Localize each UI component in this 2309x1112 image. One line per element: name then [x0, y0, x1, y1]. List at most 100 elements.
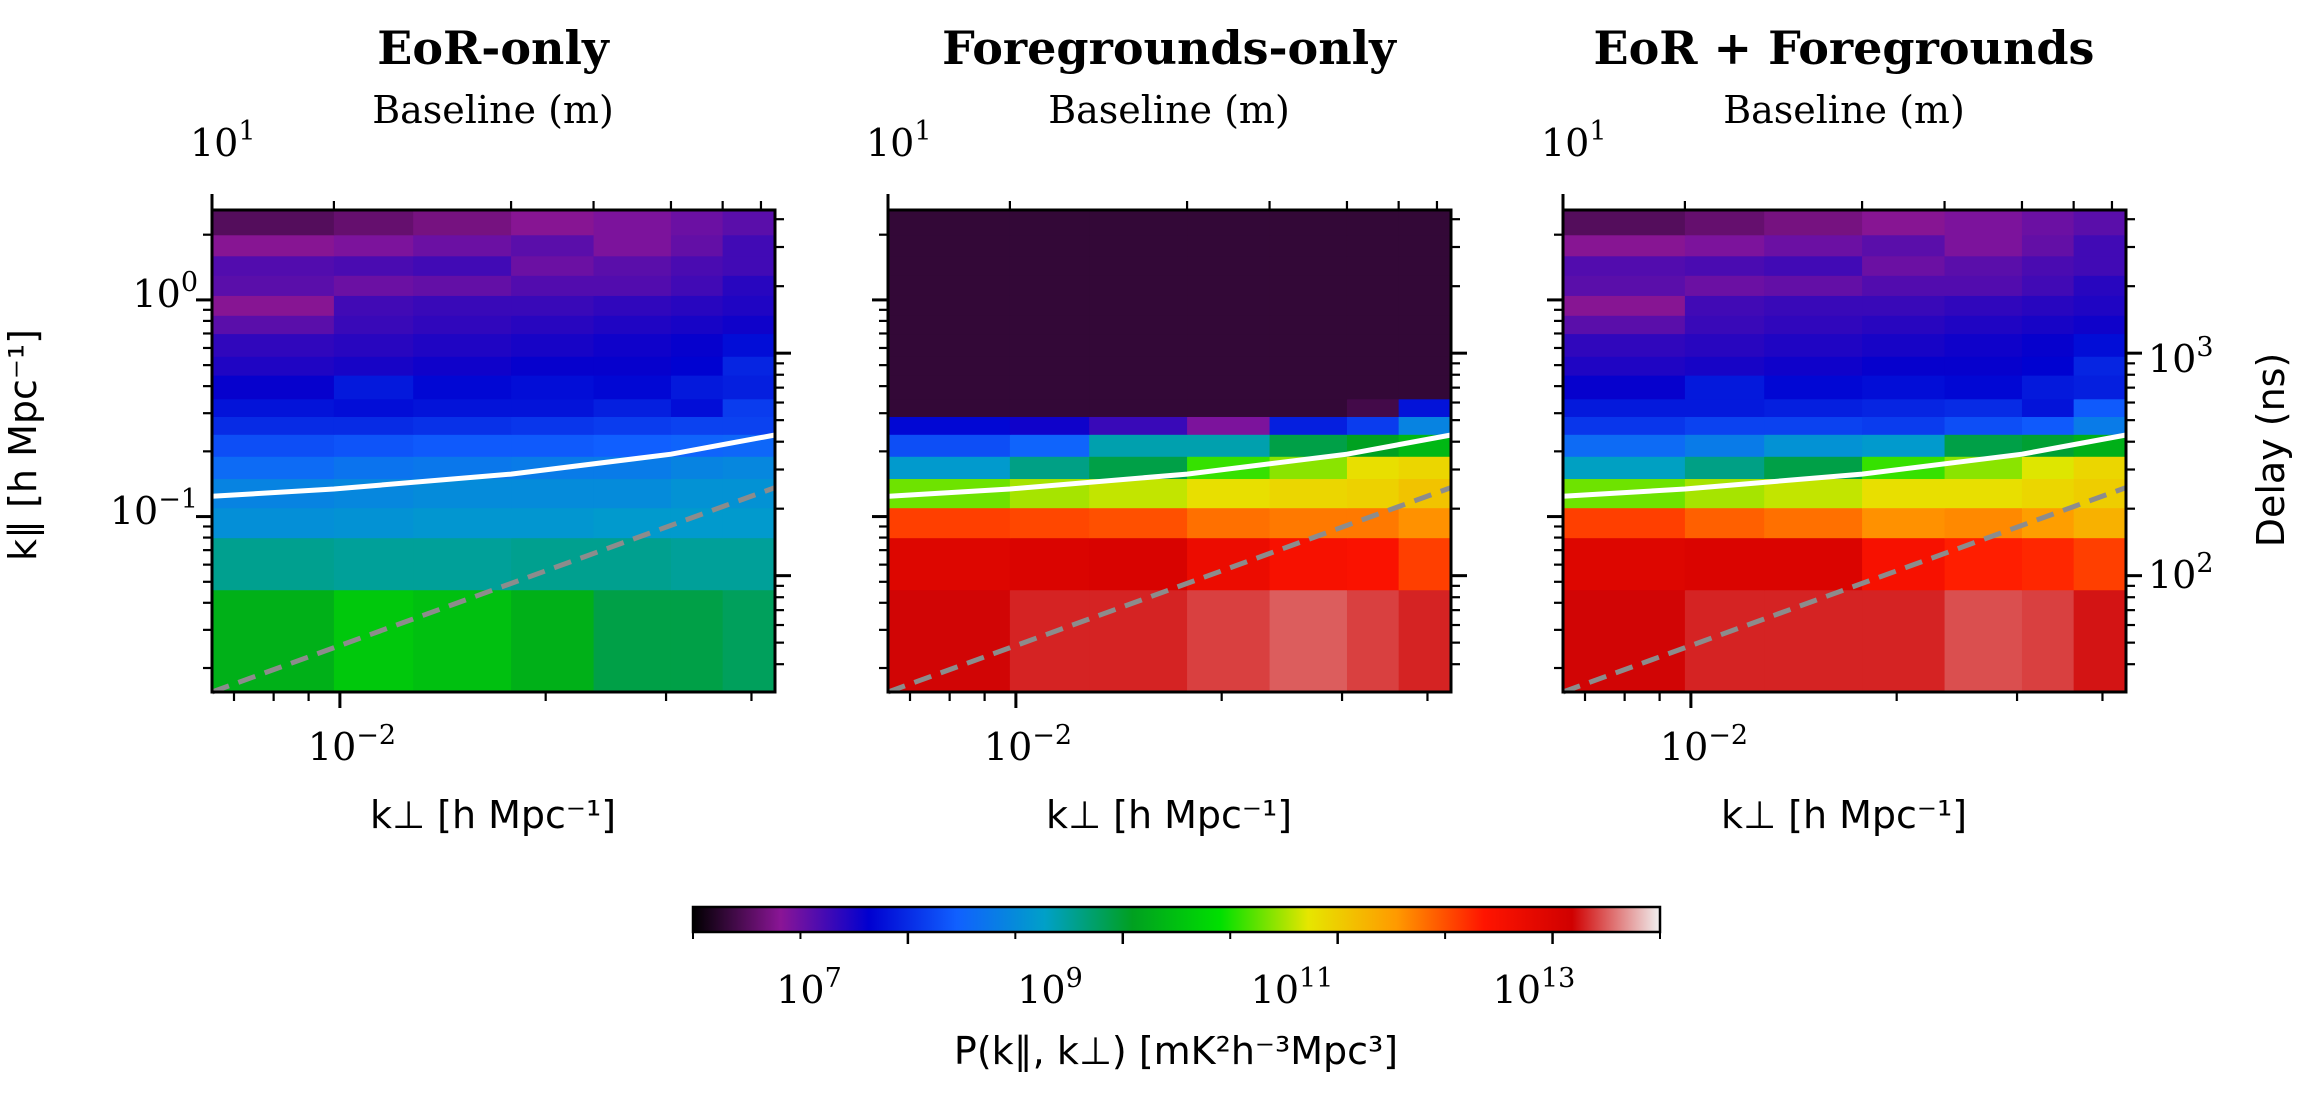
colorbar-tick-label: 1011 [1251, 963, 1334, 1012]
heatmap-cell [1187, 537, 1271, 591]
heatmap-cell [333, 375, 414, 400]
heatmap-cell [212, 375, 335, 400]
heatmap-cell [593, 434, 672, 457]
axis-ticks [196, 194, 791, 708]
heatmap-cell [670, 356, 724, 376]
heatmap-cell [212, 255, 335, 276]
top-axis-label: Baseline (m) [372, 88, 614, 132]
heatmap-cell [1269, 398, 1348, 417]
heatmap-cell [593, 416, 672, 435]
heatmap-cell [413, 537, 512, 591]
heatmap-cell [670, 507, 724, 539]
heatmap-cell [1764, 398, 1863, 417]
colorbar-label: P(k∥, k⊥) [mK²h⁻³Mpc³] [954, 1029, 1398, 1073]
heatmap-cell [1269, 589, 1348, 693]
heatmap-cell [333, 210, 414, 236]
heatmap-cell [2021, 255, 2075, 276]
heatmap-cell [1563, 234, 1686, 257]
heatmap-cell [1089, 537, 1188, 591]
heatmap-cell [1089, 375, 1188, 400]
heatmap-cell [1346, 537, 1400, 591]
heatmap-cell [1187, 507, 1271, 539]
heatmap-cell [1009, 507, 1090, 539]
heatmap-cell [1187, 210, 1271, 236]
heatmap-cell [722, 478, 776, 509]
heatmap-cell [722, 398, 776, 417]
heatmap-cell [212, 507, 335, 539]
heatmap-cell [413, 210, 512, 236]
heatmap-cell [1944, 234, 2023, 257]
heatmap-cell [1009, 375, 1090, 400]
heatmap-cell [593, 478, 672, 509]
heatmap-cell [1187, 234, 1271, 257]
heatmap-cell [1269, 315, 1348, 335]
top-axis-tick-label: 101 [866, 116, 932, 165]
heatmap-cell [670, 589, 724, 693]
heatmap-cell [333, 234, 414, 257]
heatmap-cell [1009, 255, 1090, 276]
heatmap-cell [1346, 416, 1400, 435]
heatmap-cell [511, 398, 595, 417]
heatmap-cell [722, 295, 776, 316]
heatmap-cell [333, 416, 414, 435]
heatmap-cell [593, 234, 672, 257]
heatmap-cell [1563, 416, 1686, 435]
heatmap-cell [1684, 356, 1765, 376]
heatmap-cell [1862, 295, 1946, 316]
heatmap-cell [593, 333, 672, 357]
heatmap-cell [1269, 375, 1348, 400]
heatmap-cell [1764, 589, 1863, 693]
heatmap-cell [1944, 398, 2023, 417]
heatmap-cell [1009, 416, 1090, 435]
heatmap-cell [1684, 210, 1765, 236]
heatmap-cell [670, 315, 724, 335]
heatmap-cell [1563, 255, 1686, 276]
heatmap-cell [1944, 589, 2023, 693]
heatmap-cell [2073, 255, 2127, 276]
heatmap-cell [1346, 234, 1400, 257]
heatmap-cell [593, 255, 672, 276]
heatmap-cell [1563, 210, 1686, 236]
heatmap-cell [670, 210, 724, 236]
heatmap-cell [212, 416, 335, 435]
heatmap-cell [333, 507, 414, 539]
heatmap-cell [593, 295, 672, 316]
heatmap-cell [212, 275, 335, 296]
wedge-line [211, 485, 776, 695]
heatmap-cell [1944, 315, 2023, 335]
heatmap-cell [1684, 333, 1765, 357]
heatmap-cell [1269, 333, 1348, 357]
heatmap-cell [1009, 210, 1090, 236]
top-axis-label: Baseline (m) [1723, 88, 1965, 132]
heatmap-cell [1346, 589, 1400, 693]
heatmap-cell [413, 375, 512, 400]
heatmap-cell [1862, 507, 1946, 539]
heatmap-cell [1563, 275, 1686, 296]
heatmap-cell [2073, 275, 2127, 296]
heatmap-cell [333, 315, 414, 335]
heatmap-cell [212, 295, 335, 316]
heatmap-cell [2073, 589, 2127, 693]
y-axis-label: k∥ [h Mpc⁻¹] [1, 329, 45, 561]
heatmap-cell [1398, 398, 1452, 417]
heatmap-cell [2021, 356, 2075, 376]
heatmap-cell [1684, 434, 1765, 457]
heatmap-cell [670, 295, 724, 316]
heatmap-cell [1563, 434, 1686, 457]
heatmap-cell [413, 275, 512, 296]
heatmap-cell [1764, 375, 1863, 400]
heatmap-cell [413, 589, 512, 693]
panel-eor-plus-foregrounds: EoR + Foregrounds Baseline (m) 101 10−2 … [1541, 21, 2293, 837]
heatmap-cell [1563, 333, 1686, 357]
horizon-line [887, 432, 1452, 499]
heatmap-cell [413, 356, 512, 376]
heatmap-cell [670, 456, 724, 480]
heatmap-cell [1862, 275, 1946, 296]
heatmap-cell [1764, 275, 1863, 296]
heatmap-cell [413, 416, 512, 435]
heatmap-cell [1089, 416, 1188, 435]
heatmap-cell [1009, 234, 1090, 257]
heatmap-cell [1398, 589, 1452, 693]
heatmap-cell [1563, 315, 1686, 335]
heatmap-cell [1684, 295, 1765, 316]
